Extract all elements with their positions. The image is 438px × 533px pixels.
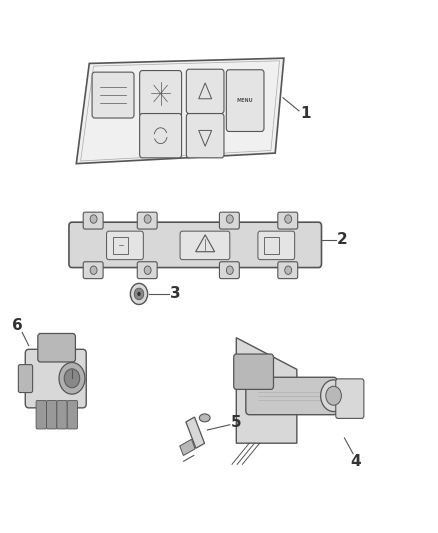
Ellipse shape <box>199 414 210 422</box>
FancyBboxPatch shape <box>278 212 298 229</box>
Text: 4: 4 <box>350 454 360 469</box>
FancyBboxPatch shape <box>219 262 239 279</box>
FancyBboxPatch shape <box>92 72 134 118</box>
Circle shape <box>59 362 85 394</box>
FancyBboxPatch shape <box>186 114 224 158</box>
Text: 5: 5 <box>231 415 242 430</box>
FancyBboxPatch shape <box>219 212 239 229</box>
Circle shape <box>226 266 233 274</box>
Circle shape <box>64 369 80 388</box>
FancyBboxPatch shape <box>336 379 364 418</box>
Circle shape <box>144 215 151 223</box>
FancyBboxPatch shape <box>140 114 182 158</box>
FancyBboxPatch shape <box>83 262 103 279</box>
Text: MENU: MENU <box>237 98 254 103</box>
Circle shape <box>137 292 141 296</box>
Circle shape <box>134 288 144 300</box>
FancyBboxPatch shape <box>69 222 321 268</box>
Circle shape <box>326 386 341 405</box>
Polygon shape <box>76 58 284 164</box>
FancyBboxPatch shape <box>137 212 157 229</box>
FancyBboxPatch shape <box>246 377 337 415</box>
FancyBboxPatch shape <box>278 262 298 279</box>
FancyBboxPatch shape <box>67 400 78 429</box>
Circle shape <box>285 266 292 274</box>
FancyBboxPatch shape <box>46 400 57 429</box>
Text: 6: 6 <box>12 318 22 333</box>
Polygon shape <box>186 417 205 448</box>
FancyBboxPatch shape <box>258 231 295 260</box>
Polygon shape <box>236 338 297 443</box>
FancyBboxPatch shape <box>106 231 143 260</box>
FancyBboxPatch shape <box>226 70 264 132</box>
FancyBboxPatch shape <box>57 400 67 429</box>
Circle shape <box>321 380 346 411</box>
FancyBboxPatch shape <box>25 349 86 408</box>
FancyBboxPatch shape <box>38 334 75 362</box>
FancyBboxPatch shape <box>140 70 182 116</box>
Text: 3: 3 <box>170 286 181 302</box>
Circle shape <box>131 284 148 304</box>
FancyBboxPatch shape <box>186 69 224 114</box>
Circle shape <box>90 215 97 223</box>
FancyBboxPatch shape <box>83 212 103 229</box>
Circle shape <box>90 266 97 274</box>
FancyBboxPatch shape <box>36 400 46 429</box>
FancyBboxPatch shape <box>234 354 273 390</box>
Circle shape <box>144 266 151 274</box>
FancyBboxPatch shape <box>18 365 32 393</box>
FancyBboxPatch shape <box>137 262 157 279</box>
Circle shape <box>285 215 292 223</box>
Circle shape <box>226 215 233 223</box>
Text: 1: 1 <box>300 106 311 121</box>
FancyBboxPatch shape <box>180 231 230 260</box>
Text: 2: 2 <box>337 232 348 247</box>
Polygon shape <box>180 439 195 456</box>
